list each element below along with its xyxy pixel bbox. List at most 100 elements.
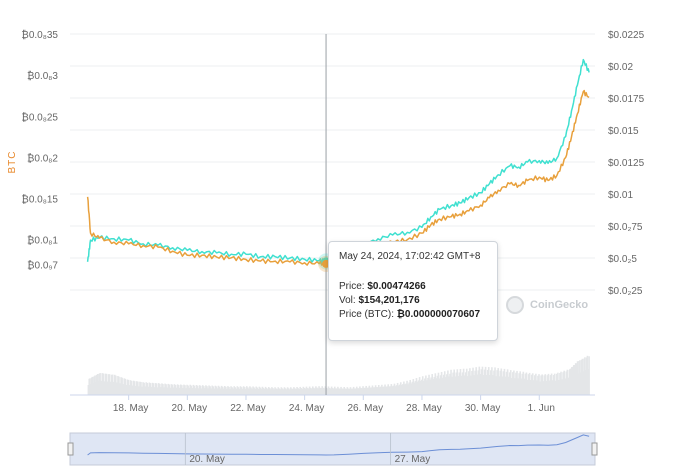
volume-bar (450, 369, 452, 395)
volume-bar (360, 387, 362, 395)
volume-bar (174, 384, 177, 395)
volume-bar (117, 375, 119, 395)
volume-bar (298, 388, 300, 395)
volume-bar (332, 388, 335, 395)
volume-bar (317, 388, 319, 395)
volume-bar (519, 371, 521, 395)
volume-bar (363, 388, 365, 395)
volume-bar (141, 386, 143, 395)
volume-bar (582, 371, 585, 395)
tooltip-vol-value: $154,201,176 (358, 295, 420, 306)
volume-bar (396, 382, 399, 395)
volume-bar (153, 387, 156, 395)
volume-bar (510, 378, 513, 395)
right-axis-ticks: $0.0225 $0.02 $0.0175 $0.015 $0.0125 $0.01 $0.… (608, 30, 645, 297)
volume-bar (269, 388, 271, 395)
volume-bar (496, 370, 498, 395)
volume-bar (195, 385, 198, 395)
volume-bar (333, 386, 336, 395)
volume-bar (125, 384, 128, 395)
volume-bar (313, 387, 315, 395)
volume-bar (485, 375, 488, 395)
volume-bar (237, 387, 240, 395)
volume-bar (171, 384, 174, 395)
volume-bar (295, 388, 297, 395)
volume-bar (291, 388, 293, 395)
volume-bar (285, 389, 288, 395)
volume-bar (177, 385, 180, 395)
volume-bar (446, 374, 448, 395)
volume-bar (551, 380, 554, 395)
volume-bar (112, 381, 115, 395)
series-line-btc (86, 89, 590, 267)
volume-bar (512, 372, 514, 395)
volume-bar (408, 382, 410, 395)
volume-bar (324, 386, 327, 395)
volume-bar (509, 370, 512, 395)
volume-bar (303, 387, 306, 395)
volume-bar (385, 386, 387, 395)
volume-bar (214, 385, 217, 395)
volume-bar (323, 388, 326, 395)
volume-bar (311, 386, 314, 395)
left-tick-label: ₿0.0₈3 (27, 70, 58, 82)
volume-bar (501, 376, 504, 395)
volume-bar (579, 360, 581, 395)
volume-bar (520, 378, 523, 395)
volume-bar (541, 374, 543, 395)
volume-bar (212, 386, 215, 395)
tooltip-vol-label: Vol: (339, 295, 356, 306)
volume-bar (139, 381, 141, 395)
volume-bar (387, 384, 389, 395)
volume-bar (377, 385, 380, 395)
volume-bar (118, 376, 120, 395)
volume-bar (106, 381, 109, 395)
volume-bar (124, 378, 127, 395)
volume-bar (107, 374, 110, 395)
volume-bar (503, 368, 506, 395)
volume-bar (254, 388, 256, 395)
volume-bar (179, 384, 182, 395)
volume-bar (406, 380, 408, 395)
volume-bar (557, 372, 559, 395)
volume-bar (515, 372, 517, 395)
volume-bars (87, 355, 590, 395)
volume-bar (538, 374, 540, 395)
volume-bar (167, 383, 170, 395)
tooltip-btc-label: Price (BTC): (339, 309, 394, 320)
volume-bar (369, 387, 372, 395)
volume-bar (159, 383, 161, 395)
volume-bar (407, 384, 409, 395)
volume-bar (120, 377, 122, 395)
volume-bar (275, 388, 277, 395)
volume-bar (239, 386, 242, 395)
volume-bar (526, 379, 529, 395)
volume-bar (157, 383, 160, 395)
volume-bar (368, 385, 371, 395)
right-tick-label: $0.0225 (608, 30, 645, 41)
volume-bar (536, 380, 538, 395)
volume-bar (223, 385, 226, 395)
volume-bar (417, 380, 420, 395)
volume-bar (405, 383, 407, 395)
volume-bar (308, 386, 311, 395)
range-navigator[interactable]: 20. May 27. May (67, 432, 598, 466)
volume-bar (581, 358, 584, 395)
volume-bar (260, 388, 263, 395)
tooltip-btc-value: ₿0.000000070607 (396, 309, 481, 320)
volume-bar (160, 387, 162, 395)
volume-bar (251, 388, 253, 395)
volume-bar (270, 389, 272, 395)
volume-bar (383, 386, 385, 395)
volume-bar (348, 388, 351, 395)
volume-bar (201, 385, 204, 395)
volume-bar (402, 384, 404, 395)
volume-bar (425, 375, 427, 395)
volume-bar (414, 381, 417, 395)
right-tick-label: $0.0125 (608, 158, 645, 169)
navigator-line (87, 434, 590, 456)
volume-bar (95, 382, 97, 395)
volume-bar (187, 385, 189, 395)
volume-bar (181, 385, 183, 395)
